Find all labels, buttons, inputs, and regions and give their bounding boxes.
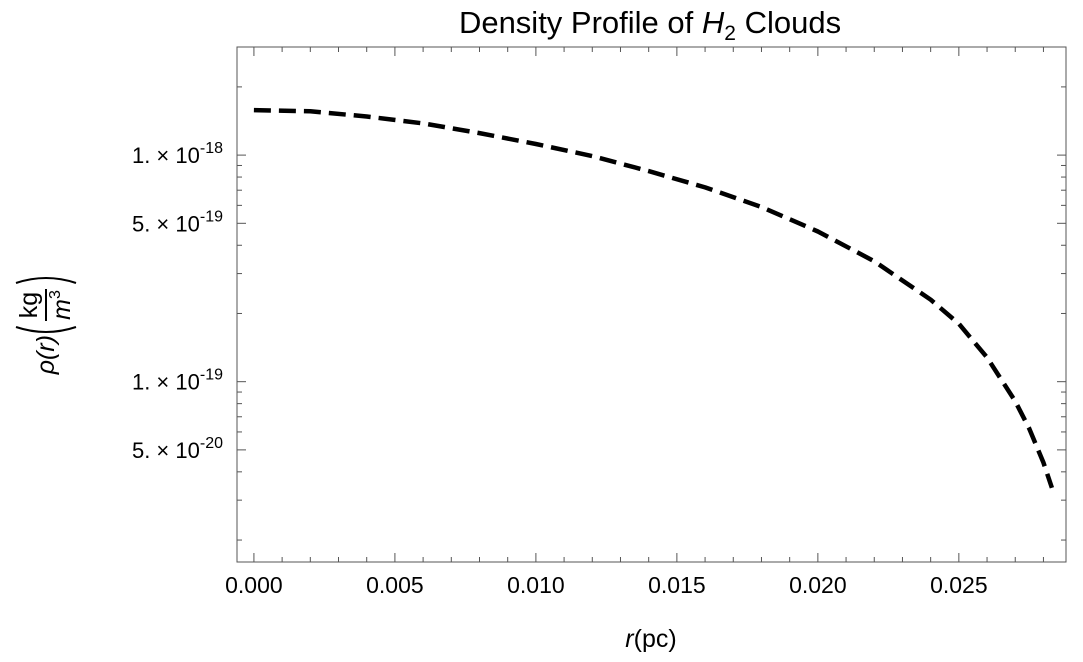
y-tick-exponent: -19 xyxy=(200,208,223,225)
plot-frame xyxy=(236,46,1067,563)
x-axis-label: r(pc) xyxy=(625,625,676,653)
y-tick-times: × xyxy=(156,143,175,168)
y-tick-ten: 10 xyxy=(175,438,199,463)
y-tick-times: × xyxy=(156,370,175,395)
y-tick-label: 5. × 10-20 xyxy=(132,435,223,463)
y-tick-ten: 10 xyxy=(175,211,199,236)
chart-title: Density Profile of H2 Clouds xyxy=(459,5,841,45)
y-tick-ten: 10 xyxy=(175,370,199,395)
title-subscript: 2 xyxy=(724,22,736,45)
y-tick-mantissa: 5. xyxy=(132,438,156,463)
series-line-0 xyxy=(253,107,1055,489)
y-axis-label-right-paren xyxy=(15,277,77,284)
y-tick-mantissa: 5. xyxy=(132,211,156,236)
y-axis-label-func: ρ(r) xyxy=(32,335,60,375)
series-layer xyxy=(253,107,1055,489)
y-tick-mantissa: 1. xyxy=(132,370,156,395)
y-tick-ten: 10 xyxy=(175,143,199,168)
y-ticks: 1. × 10-185. × 10-191. × 10-195. × 10-20 xyxy=(132,86,1066,541)
y-tick-mantissa: 1. xyxy=(132,143,156,168)
x-tick-label: 0.025 xyxy=(930,572,988,598)
y-tick-label: 5. × 10-19 xyxy=(132,208,223,236)
x-tick-label: 0.020 xyxy=(789,572,847,598)
y-tick-exponent: -20 xyxy=(200,435,223,452)
x-tick-label: 0.000 xyxy=(225,572,283,598)
y-axis-label: ρ(r) kg m3 xyxy=(15,277,77,375)
x-axis-label-unit: (pc) xyxy=(634,625,677,653)
title-symbol: H xyxy=(702,5,725,40)
y-tick-label: 1. × 10-18 xyxy=(132,140,223,168)
x-tick-label: 0.005 xyxy=(366,572,424,598)
x-tick-label: 0.015 xyxy=(648,572,706,598)
y-tick-times: × xyxy=(156,211,175,236)
y-tick-times: × xyxy=(156,438,175,463)
y-axis-label-numerator: kg xyxy=(15,292,43,318)
y-axis-label-den-exp: 3 xyxy=(47,290,64,299)
x-axis-label-var: r xyxy=(625,625,635,653)
y-tick-label: 1. × 10-19 xyxy=(132,367,223,395)
x-tick-label: 0.010 xyxy=(507,572,565,598)
title-suffix: Clouds xyxy=(736,5,841,40)
y-axis-label-left-paren xyxy=(15,326,77,333)
y-axis-label-den: m xyxy=(48,299,76,320)
y-axis-label-denominator: m3 xyxy=(47,290,76,320)
title-prefix: Density Profile of xyxy=(459,5,702,40)
y-tick-exponent: -19 xyxy=(200,367,223,384)
x-ticks: 0.000 0.005 0.010 0.015 0.020 0.025 xyxy=(225,47,1044,598)
y-tick-exponent: -18 xyxy=(200,140,223,157)
